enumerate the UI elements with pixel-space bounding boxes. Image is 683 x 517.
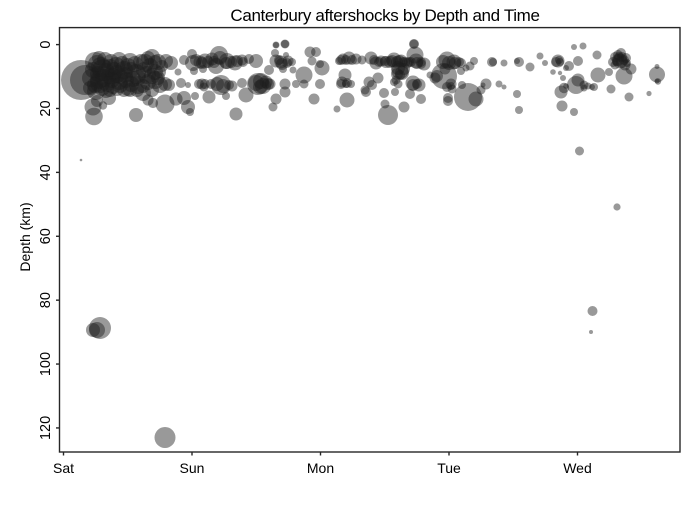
svg-text:20: 20 (38, 100, 54, 116)
svg-text:40: 40 (38, 164, 54, 180)
svg-text:Wed: Wed (563, 460, 592, 476)
svg-text:60: 60 (38, 228, 54, 244)
svg-text:Canterbury aftershocks by Dept: Canterbury aftershocks by Depth and Time (230, 6, 539, 25)
svg-text:Sun: Sun (180, 460, 205, 476)
svg-text:Sat: Sat (53, 460, 74, 476)
svg-text:0: 0 (38, 41, 54, 49)
svg-text:Depth (km): Depth (km) (17, 202, 33, 271)
svg-text:100: 100 (38, 352, 54, 376)
svg-text:80: 80 (38, 292, 54, 308)
svg-text:120: 120 (38, 416, 54, 440)
svg-text:Mon: Mon (307, 460, 334, 476)
svg-text:Tue: Tue (437, 460, 461, 476)
